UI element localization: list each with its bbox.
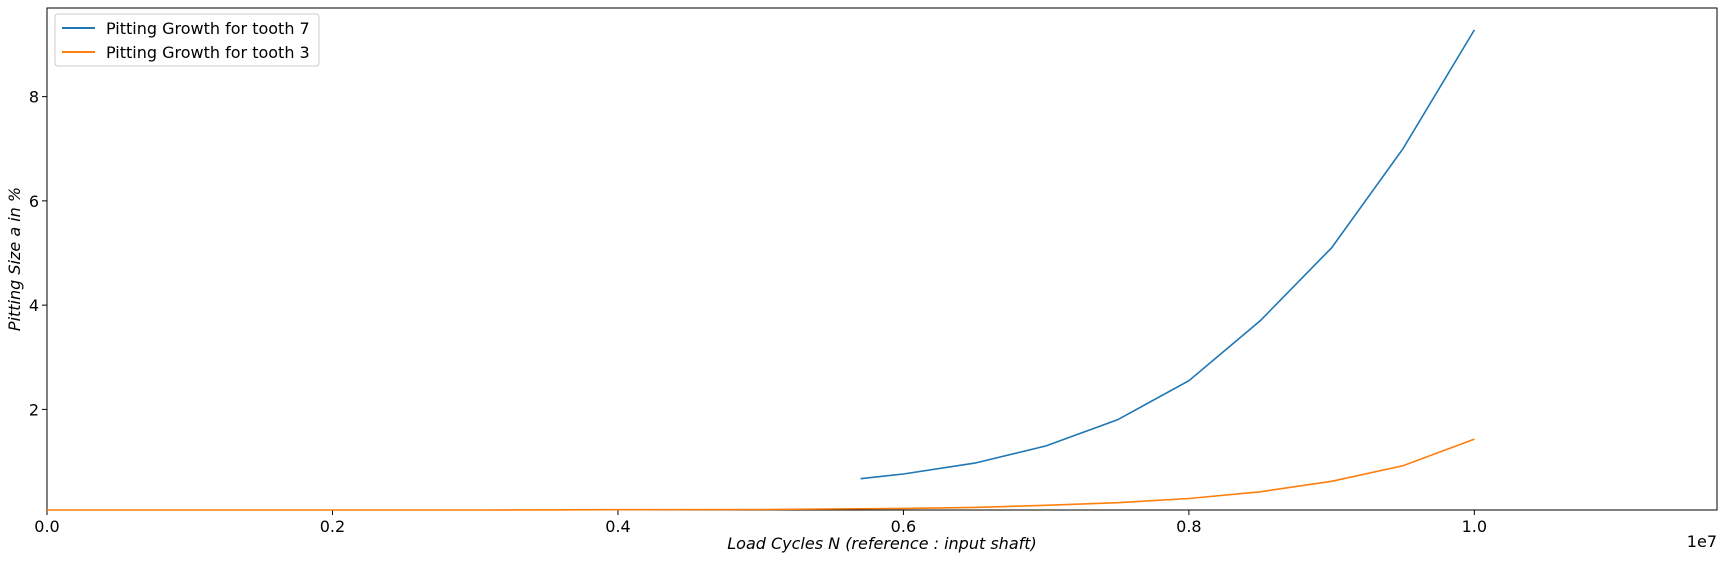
y-tick-label: 8 (29, 88, 39, 107)
x-tick-label: 0.8 (1176, 517, 1201, 536)
series-line-tooth-7 (860, 29, 1476, 480)
x-tick-label: 0.4 (605, 517, 630, 536)
y-axis: 2 4 6 8 (29, 88, 47, 419)
x-tick-label: 0.2 (320, 517, 345, 536)
legend-label-tooth-3: Pitting Growth for tooth 3 (106, 43, 310, 62)
legend: Pitting Growth for tooth 7 Pitting Growt… (54, 13, 320, 67)
y-tick-label: 6 (29, 192, 39, 211)
x-tick-label: 0.0 (34, 517, 59, 536)
series-lines (47, 29, 1476, 511)
legend-box (54, 13, 320, 67)
y-tick-label: 2 (29, 400, 39, 419)
plot-area-frame (46, 7, 1718, 511)
series-line-tooth-3 (47, 438, 1475, 511)
x-tick-label: 1.0 (1462, 517, 1487, 536)
y-tick-label: 4 (29, 296, 39, 315)
legend-label-tooth-7: Pitting Growth for tooth 7 (106, 19, 310, 38)
y-axis-label: Pitting Size a in % (5, 187, 24, 331)
x-tick-label: 0.6 (891, 517, 916, 536)
x-axis-label: Load Cycles N (reference : input shaft) (727, 534, 1037, 553)
x-axis-offset-label: 1e7 (1687, 532, 1717, 551)
x-axis: 0.0 0.2 0.4 0.6 0.8 1.0 (34, 510, 1487, 536)
